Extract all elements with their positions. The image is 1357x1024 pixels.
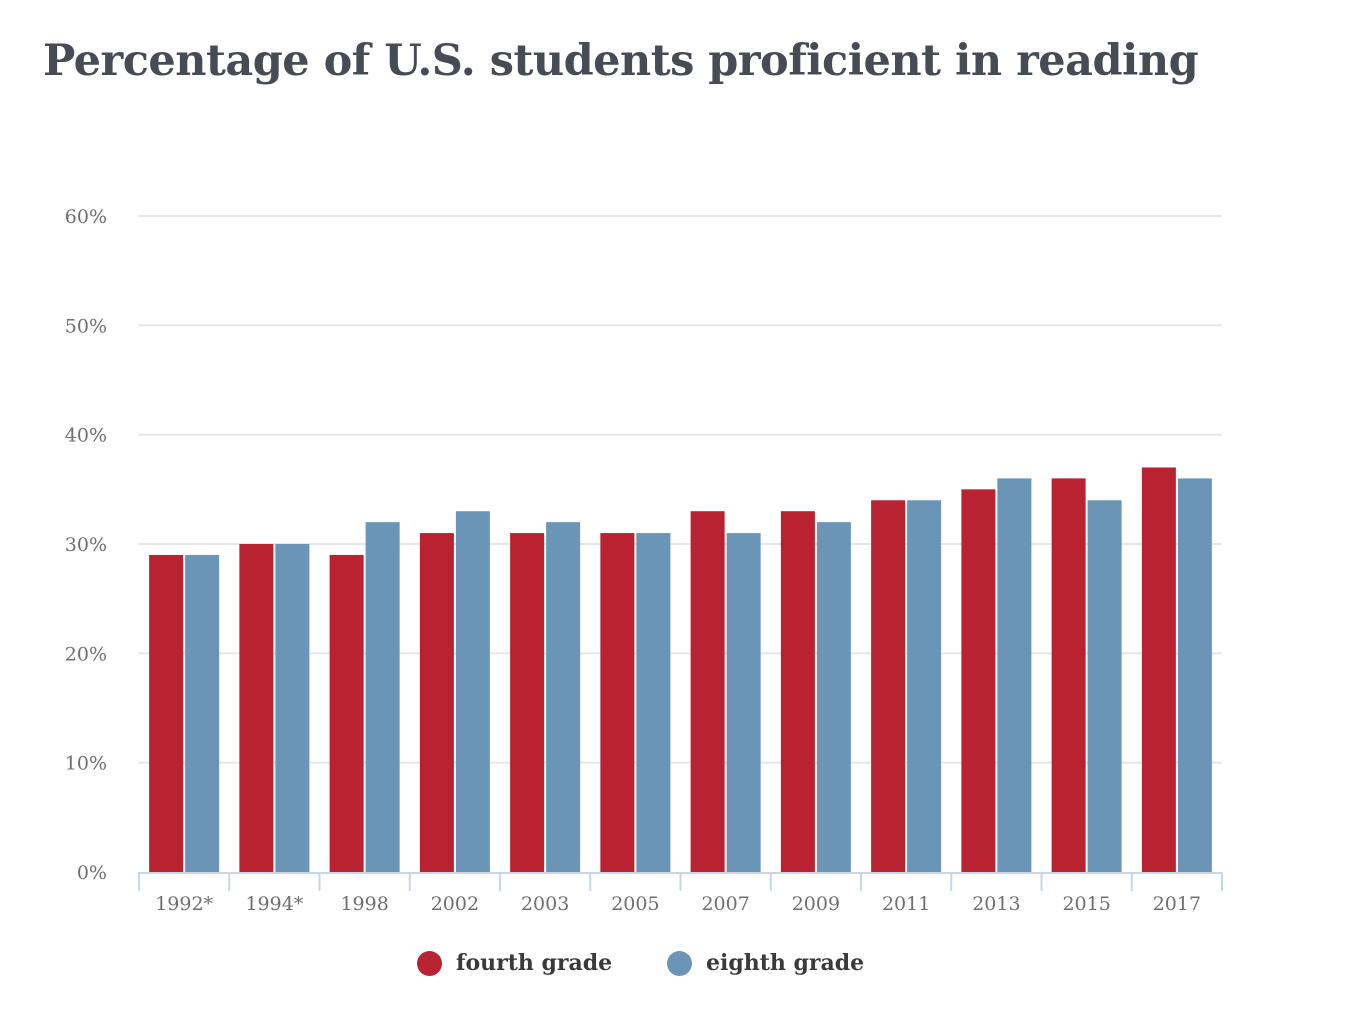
bar-fourth-grade[interactable] [600, 533, 635, 872]
bar-group [419, 511, 490, 872]
bar-eighth-grade[interactable] [185, 554, 220, 872]
bar-group [1051, 478, 1122, 872]
fourth-grade-swatch-icon [417, 950, 442, 976]
y-tick-label: 20% [65, 643, 107, 665]
bar-eighth-grade[interactable] [997, 478, 1032, 872]
bars [149, 467, 1212, 872]
bar-group [1141, 467, 1212, 872]
bar-fourth-grade[interactable] [780, 511, 815, 872]
chart-title: Percentage of U.S. students proficient i… [43, 36, 1199, 86]
bar-group [149, 554, 220, 872]
x-tick-label: 2013 [972, 893, 1020, 915]
bar-fourth-grade[interactable] [510, 533, 545, 872]
bar-eighth-grade[interactable] [816, 522, 851, 872]
legend-item-eighth-grade[interactable]: eighth grade [667, 950, 864, 976]
y-tick-label: 40% [65, 425, 107, 447]
bar-group [961, 478, 1032, 872]
bar-eighth-grade[interactable] [636, 533, 671, 872]
bar-fourth-grade[interactable] [329, 554, 364, 872]
x-tick-label: 2005 [611, 893, 659, 915]
x-tick-label: 2015 [1062, 893, 1110, 915]
x-tick-label: 2017 [1153, 893, 1201, 915]
y-axis-tick-labels: 0% 10% 20% 30% 40% 50% 60% [65, 206, 107, 884]
x-tick-label: 1998 [340, 893, 388, 915]
bar-group [690, 511, 761, 872]
y-tick-label: 60% [65, 206, 107, 228]
x-tick-label: 2011 [882, 893, 930, 915]
y-tick-label: 0% [77, 862, 107, 884]
x-tick-label: 1994* [245, 893, 303, 915]
x-axis [138, 872, 1223, 891]
bar-fourth-grade[interactable] [1141, 467, 1176, 872]
bar-fourth-grade[interactable] [961, 489, 996, 872]
legend-item-fourth-grade[interactable]: fourth grade [417, 950, 612, 976]
y-tick-label: 10% [65, 753, 107, 775]
bar-group [871, 500, 942, 872]
bar-group [780, 511, 851, 872]
legend: fourth grade eighth grade [0, 950, 1357, 986]
bar-fourth-grade[interactable] [239, 544, 274, 872]
bar-fourth-grade[interactable] [149, 554, 184, 872]
legend-label: fourth grade [456, 950, 613, 976]
y-tick-label: 30% [65, 534, 107, 556]
x-tick-label: 2009 [792, 893, 840, 915]
x-tick-label: 2003 [521, 893, 569, 915]
bar-fourth-grade[interactable] [419, 533, 454, 872]
x-tick-label: 2002 [431, 893, 479, 915]
bar-eighth-grade[interactable] [455, 511, 490, 872]
bar-eighth-grade[interactable] [546, 522, 581, 872]
x-tick-label: 1992* [155, 893, 213, 915]
bar-group [600, 533, 671, 872]
legend-label: eighth grade [706, 950, 865, 976]
bar-group [239, 544, 310, 872]
bar-eighth-grade[interactable] [907, 500, 942, 872]
bar-eighth-grade[interactable] [1177, 478, 1212, 872]
bar-group [329, 522, 400, 872]
bar-fourth-grade[interactable] [871, 500, 906, 872]
bar-chart: 0% 10% 20% 30% 40% 50% 60% 1992* 1994* 1998 2002 2… [65, 206, 1223, 915]
eighth-grade-swatch-icon [667, 950, 692, 976]
bar-eighth-grade[interactable] [275, 544, 310, 872]
gridlines [139, 215, 1222, 764]
bar-eighth-grade[interactable] [726, 533, 761, 872]
x-tick-label: 2007 [701, 893, 749, 915]
bar-group [510, 522, 581, 872]
bar-eighth-grade[interactable] [365, 522, 400, 872]
bar-fourth-grade[interactable] [1051, 478, 1086, 872]
x-axis-tick-labels: 1992* 1994* 1998 2002 2003 2005 2007 2009 2011 20… [155, 893, 1201, 915]
bar-fourth-grade[interactable] [690, 511, 725, 872]
bar-eighth-grade[interactable] [1087, 500, 1122, 872]
y-tick-label: 50% [65, 315, 107, 337]
